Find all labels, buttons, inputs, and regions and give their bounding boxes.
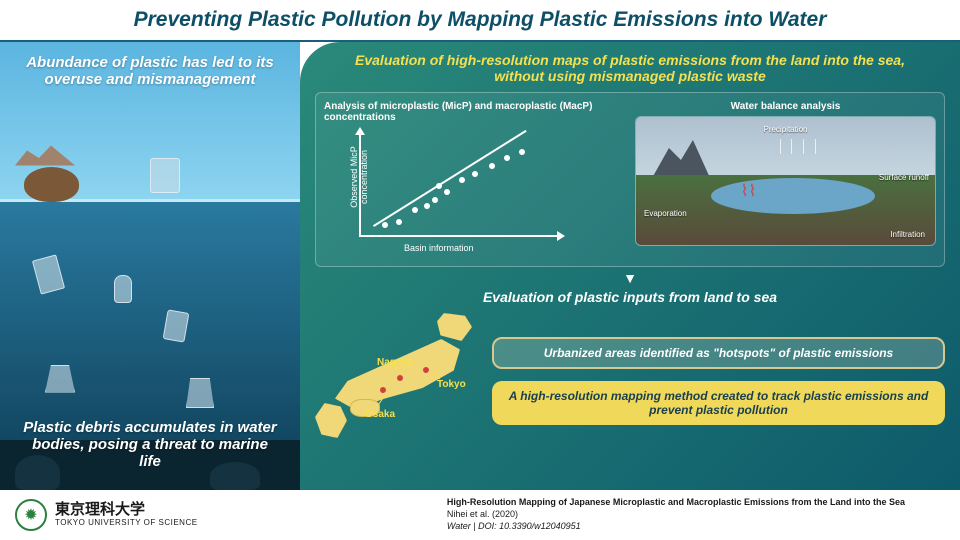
- citation-title: High-Resolution Mapping of Japanese Micr…: [447, 497, 905, 509]
- x-axis-arrow: [557, 231, 565, 241]
- precipitation-label: Precipitation: [763, 125, 807, 134]
- main-content: Abundance of plastic has led to its over…: [0, 42, 960, 490]
- rain-icon: [791, 139, 792, 154]
- turtle-icon: [24, 167, 79, 202]
- university-logo: ✹ 東京理科大学 TOKYO UNIVERSITY OF SCIENCE: [15, 499, 198, 531]
- evaporation-label: Evaporation: [644, 209, 687, 218]
- plastic-debris: [150, 158, 180, 193]
- water-balance-title: Water balance analysis: [635, 101, 936, 112]
- rain-icon: [780, 139, 781, 154]
- japan-map: Nagoya Tokyo Osaka: [315, 311, 480, 451]
- scatter-point: [444, 189, 450, 195]
- x-axis: [359, 235, 559, 237]
- logo-text: 東京理科大学 TOKYO UNIVERSITY OF SCIENCE: [55, 502, 198, 527]
- trend-line: [373, 130, 527, 227]
- scatter-point: [432, 197, 438, 203]
- rain-icon: [803, 139, 804, 154]
- scatter-point: [459, 177, 465, 183]
- japan-section: Nagoya Tokyo Osaka Urbanized areas ident…: [315, 311, 945, 451]
- main-title: Preventing Plastic Pollution by Mapping …: [134, 8, 827, 32]
- scatter-point: [412, 207, 418, 213]
- scatter-chart: Analysis of microplastic (MicP) and macr…: [324, 101, 625, 258]
- scatter-point: [424, 203, 430, 209]
- scatter-point: [436, 183, 442, 189]
- rain-icon: [815, 139, 816, 154]
- plastic-bag: [186, 378, 214, 408]
- scatter-plot-area: Observed MicP concentration Basin inform…: [324, 127, 625, 257]
- callout-stack: Urbanized areas identified as "hotspots"…: [492, 337, 945, 425]
- runoff-label: Surface runoff: [879, 173, 929, 182]
- flow-arrow-icon: ▼: [315, 270, 945, 286]
- method-callout: A high-resolution mapping method created…: [492, 381, 945, 425]
- osaka-marker: [380, 387, 386, 393]
- hokkaido-shape: [437, 313, 472, 341]
- water-balance-panel: Water balance analysis ⌇⌇ Precipitation …: [635, 101, 936, 258]
- debris-text: Plastic debris accumulates in water bodi…: [0, 419, 300, 470]
- logo-icon: ✹: [15, 499, 47, 531]
- scatter-point: [472, 171, 478, 177]
- ocean-illustration: Abundance of plastic has led to its over…: [0, 42, 300, 490]
- logo-english: TOKYO UNIVERSITY OF SCIENCE: [55, 519, 198, 528]
- evaluation-title: Evaluation of high-resolution maps of pl…: [315, 52, 945, 92]
- title-bar: Preventing Plastic Pollution by Mapping …: [0, 0, 960, 42]
- y-axis-label: Observed MicP concentration: [349, 132, 369, 222]
- citation-journal: Water | DOI: 10.3390/w12040951: [447, 521, 905, 533]
- scatter-point: [396, 219, 402, 225]
- scatter-title: Analysis of microplastic (MicP) and macr…: [324, 101, 625, 123]
- citation: High-Resolution Mapping of Japanese Micr…: [447, 497, 905, 532]
- overuse-text: Abundance of plastic has led to its over…: [0, 54, 300, 88]
- scatter-point: [504, 155, 510, 161]
- tokyo-label: Tokyo: [437, 379, 466, 390]
- x-axis-label: Basin information: [404, 243, 474, 253]
- plastic-debris: [114, 275, 132, 303]
- kyushu-shape: [315, 403, 347, 438]
- osaka-label: Osaka: [365, 409, 395, 420]
- analysis-panel: Evaluation of high-resolution maps of pl…: [300, 42, 960, 490]
- analysis-box: Analysis of microplastic (MicP) and macr…: [315, 92, 945, 267]
- logo-japanese: 東京理科大学: [55, 502, 198, 519]
- scatter-point: [489, 163, 495, 169]
- infiltration-label: Infiltration: [890, 230, 925, 239]
- honshu-shape: [335, 339, 460, 409]
- evaporation-arrow-icon: ⌇⌇: [741, 181, 757, 201]
- eval-inputs-text: Evaluation of plastic inputs from land t…: [315, 289, 945, 305]
- hotspot-callout: Urbanized areas identified as "hotspots"…: [492, 337, 945, 369]
- scatter-point: [519, 149, 525, 155]
- footer: ✹ 東京理科大学 TOKYO UNIVERSITY OF SCIENCE Hig…: [0, 490, 960, 540]
- nagoya-marker: [397, 375, 403, 381]
- water-cycle-diagram: ⌇⌇ Precipitation Evaporation Surface run…: [635, 116, 936, 246]
- citation-author: Nihei et al. (2020): [447, 509, 905, 521]
- scatter-point: [382, 222, 388, 228]
